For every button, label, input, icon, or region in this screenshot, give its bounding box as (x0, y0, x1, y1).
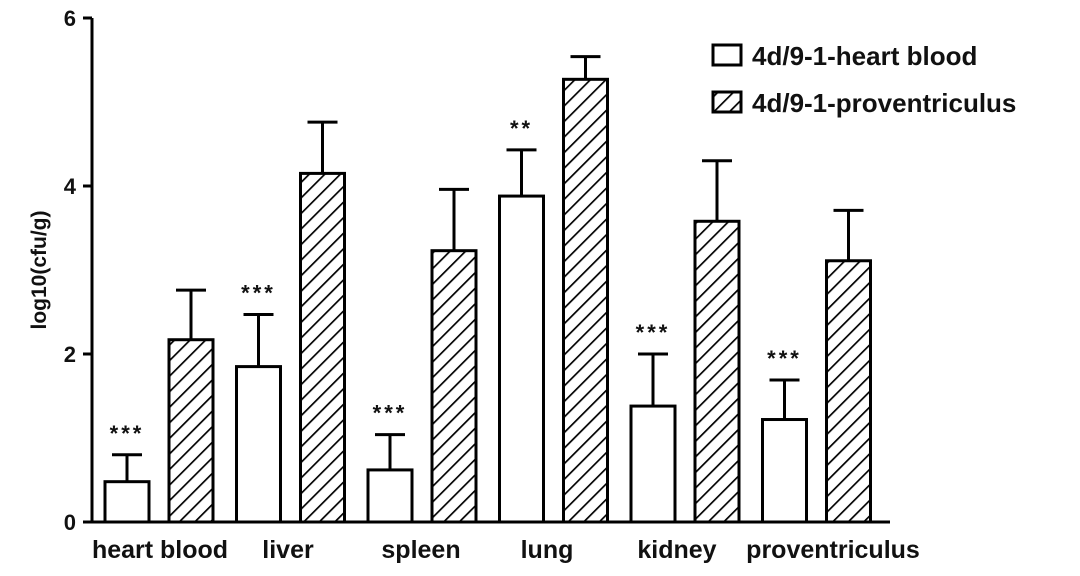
y-axis-label: log10(cfu/g) (28, 211, 51, 330)
bar-hatched (825, 259, 872, 524)
x-category-label: proventriculus (746, 536, 920, 564)
bar-hatched (693, 219, 741, 524)
x-category-label: lung (521, 536, 574, 564)
significance-marker: ** (510, 116, 533, 141)
legend: 4d/9-1-heart blood 4d/9-1-proventriculus (711, 41, 1016, 118)
x-category-label: liver (262, 536, 314, 564)
bar-open (235, 365, 282, 524)
bar-hatched (562, 77, 609, 524)
x-category-label: spleen (381, 536, 460, 564)
x-category-label: kidney (637, 536, 716, 564)
significance-marker: *** (767, 346, 802, 371)
bar-open (366, 468, 414, 524)
legend-label-series-2: 4d/9-1-proventriculus (752, 88, 1016, 118)
bar-open (498, 194, 545, 524)
x-category-label: heart blood (92, 536, 228, 564)
significance-marker: *** (110, 421, 145, 446)
bar-open (103, 480, 151, 524)
axes: 0 2 4 6 (64, 6, 890, 535)
bar-hatched (167, 338, 215, 524)
bar-hatched (299, 171, 346, 524)
category-labels: heart blood liver spleen lung kidney proventr… (92, 536, 920, 564)
bar-open (761, 418, 808, 524)
y-tick-label: 2 (64, 342, 76, 367)
bars: ***************** (103, 55, 872, 524)
significance-marker: *** (636, 320, 671, 345)
y-tick-label: 6 (64, 6, 76, 31)
y-tick-label: 4 (64, 174, 77, 199)
y-tick-label: 0 (64, 510, 76, 535)
legend-label-series-1: 4d/9-1-heart blood (752, 41, 977, 71)
significance-marker: *** (241, 281, 276, 306)
significance-marker: *** (373, 401, 408, 426)
bar-hatched (430, 249, 478, 524)
legend-swatch-open (711, 43, 743, 67)
bar-open (629, 404, 677, 524)
legend-swatch-hatched (711, 90, 743, 114)
